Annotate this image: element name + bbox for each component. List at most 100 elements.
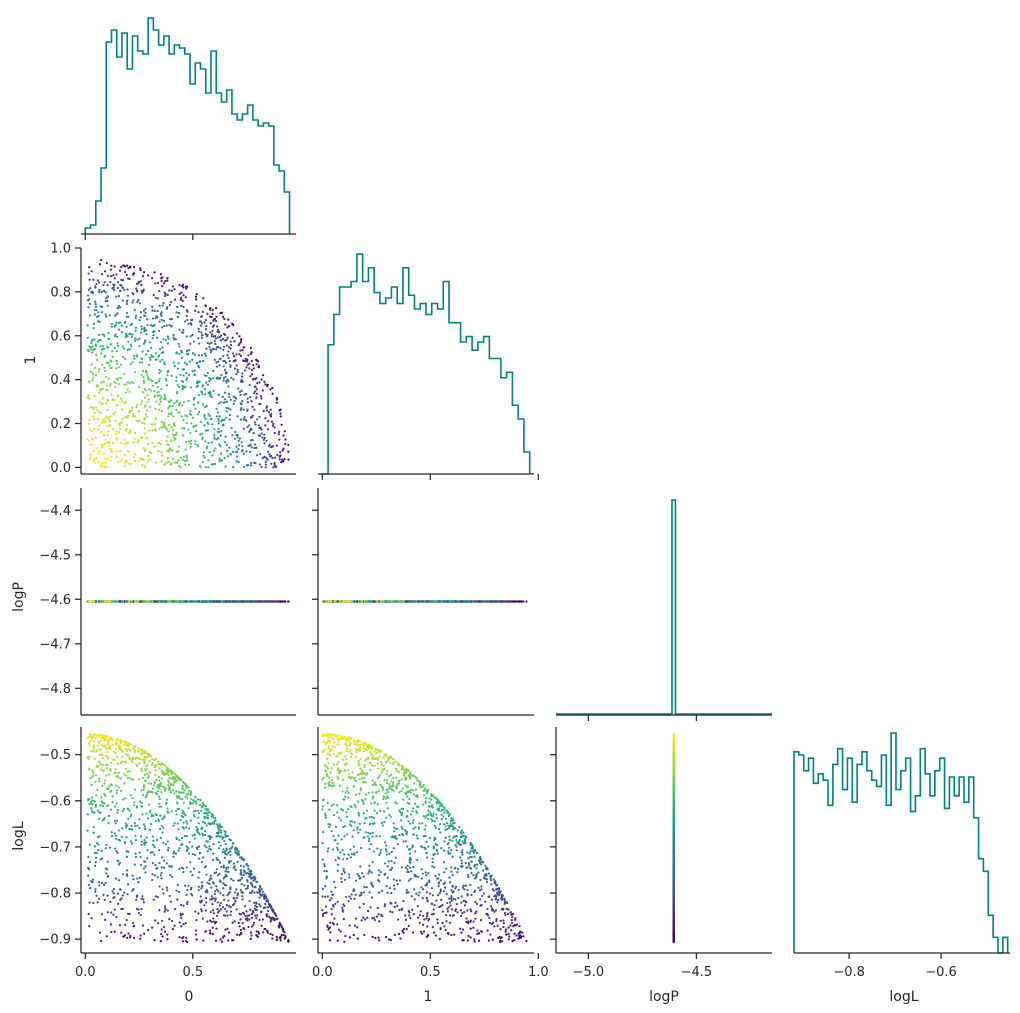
scatter-point <box>135 287 138 290</box>
scatter-point <box>153 428 156 431</box>
scatter-point <box>204 318 208 322</box>
scatter-point <box>141 421 144 425</box>
scatter-point <box>124 335 127 339</box>
scatter-point <box>183 460 187 463</box>
scatter-point <box>169 448 173 451</box>
scatter-point <box>113 347 116 350</box>
scatter-point <box>113 325 116 328</box>
scatter-point <box>241 876 244 879</box>
scatter-point <box>194 407 197 410</box>
scatter-point <box>236 436 239 439</box>
scatter-point <box>181 427 184 430</box>
scatter-point <box>153 423 157 426</box>
scatter-point <box>240 441 243 444</box>
scatter-point <box>139 311 143 314</box>
scatter-point <box>275 396 278 399</box>
scatter-point <box>95 309 98 312</box>
scatter-point <box>166 450 169 453</box>
scatter-point <box>92 348 95 351</box>
scatter-point <box>213 428 216 431</box>
scatter-point <box>124 270 127 274</box>
scatter-point <box>94 366 97 370</box>
scatter-point <box>154 358 157 361</box>
scatter-point <box>282 434 285 437</box>
scatter-point <box>143 314 146 317</box>
scatter-point <box>91 406 95 409</box>
scatter-point <box>262 906 265 910</box>
scatter-point <box>257 424 260 427</box>
scatter-point <box>188 440 191 444</box>
scatter-point <box>105 415 109 418</box>
scatter-point <box>140 327 143 331</box>
scatter-point <box>253 421 256 424</box>
scatter-point <box>87 439 91 442</box>
scatter-point <box>139 835 143 838</box>
scatter-point <box>272 466 275 469</box>
scatter-point <box>255 396 258 399</box>
scatter-point <box>166 849 170 852</box>
scatter-point <box>215 377 218 380</box>
scatter-point <box>242 359 246 363</box>
scatter-point <box>168 289 171 292</box>
scatter-point <box>105 600 108 603</box>
scatter-point <box>140 400 143 403</box>
scatter-point <box>185 372 188 375</box>
scatter-point <box>147 388 151 391</box>
scatter-point <box>167 600 170 603</box>
scatter-point <box>126 416 129 419</box>
scatter-point <box>189 342 192 345</box>
scatter-point <box>96 279 99 282</box>
scatter-point <box>273 600 276 603</box>
scatter-point <box>218 336 221 339</box>
scatter-point <box>109 424 112 427</box>
scatter-point <box>206 312 209 315</box>
scatter-point <box>148 341 151 344</box>
scatter-point <box>125 423 128 426</box>
scatter-point <box>178 921 181 924</box>
scatter-point <box>232 378 235 381</box>
scatter-point <box>127 340 130 343</box>
scatter-point <box>208 414 211 418</box>
scatter-point <box>160 340 163 344</box>
scatter-point <box>176 399 179 402</box>
scatter-point <box>97 410 101 414</box>
scatter-point <box>509 600 512 603</box>
scatter-point <box>140 358 143 361</box>
scatter-point <box>182 458 185 461</box>
scatter-point <box>258 381 261 384</box>
scatter-point <box>175 408 178 412</box>
scatter-point <box>105 261 108 265</box>
scatter-point <box>131 301 134 304</box>
scatter-point <box>122 798 125 801</box>
scatter-point <box>204 405 207 409</box>
scatter-point <box>189 819 193 822</box>
scatter-point <box>168 600 172 603</box>
scatter-point <box>182 374 185 377</box>
scatter-point <box>86 336 89 339</box>
scatter-point <box>119 460 122 463</box>
scatter-point <box>118 600 122 603</box>
scatter-point <box>100 768 103 771</box>
scatter-point <box>280 600 283 603</box>
scatter-point <box>209 315 212 318</box>
scatter-point <box>188 349 191 352</box>
scatter-point <box>175 352 178 355</box>
scatter-point <box>197 876 200 879</box>
scatter-point <box>239 354 243 358</box>
scatter-point <box>106 388 109 392</box>
scatter-point <box>214 319 218 323</box>
scatter-point <box>210 395 213 399</box>
scatter-point <box>182 305 185 308</box>
scatter-point <box>106 295 109 298</box>
scatter-point <box>107 430 110 433</box>
scatter-point <box>175 379 178 383</box>
scatter-point <box>113 380 116 384</box>
scatter-point <box>167 412 170 415</box>
scatter-point <box>243 369 247 372</box>
scatter-point <box>200 908 203 911</box>
scatter-point <box>87 288 90 291</box>
scatter-point <box>175 376 178 379</box>
scatter-point <box>103 281 106 284</box>
scatter-point <box>106 274 109 277</box>
